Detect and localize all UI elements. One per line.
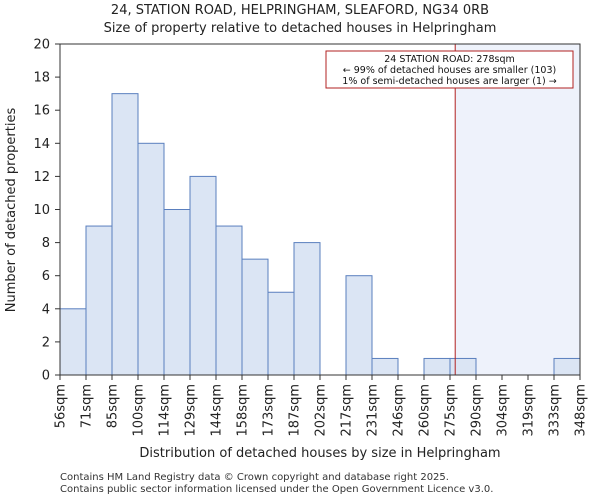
- x-tick-label-333sqm: 333sqm: [548, 384, 563, 437]
- y-tick-label-18: 18: [33, 71, 50, 86]
- x-tick-label-114sqm: 114sqm: [158, 384, 173, 437]
- x-tick-label-85sqm: 85sqm: [106, 384, 121, 428]
- chart-title: 24, STATION ROAD, HELPRINGHAM, SLEAFORD,…: [110, 3, 490, 18]
- annotation-border: [325, 50, 574, 89]
- x-tick-label-158sqm: 158sqm: [236, 384, 251, 437]
- y-tick-label-14: 14: [33, 137, 50, 152]
- annotation-line-3: 1% of semi-detached houses are larger (1…: [342, 76, 556, 87]
- x-tick-label-56sqm: 56sqm: [54, 384, 69, 428]
- x-tick-label-173sqm: 173sqm: [262, 384, 277, 437]
- x-tick-label-260sqm: 260sqm: [418, 384, 433, 437]
- footer-line-1: Contains HM Land Registry data © Crown c…: [60, 472, 449, 483]
- x-tick-label-144sqm: 144sqm: [210, 384, 225, 437]
- x-tick-label-304sqm: 304sqm: [496, 384, 511, 437]
- y-tick-label-4: 4: [42, 302, 50, 317]
- bar-56sqm: [59, 308, 87, 376]
- x-tick-label-217sqm: 217sqm: [340, 384, 355, 437]
- x-tick-label-348sqm: 348sqm: [574, 384, 589, 437]
- x-tick-label-202sqm: 202sqm: [314, 384, 329, 437]
- bar-144sqm: [215, 225, 243, 376]
- bar-85sqm: [111, 93, 139, 376]
- y-tick-label-16: 16: [33, 104, 50, 119]
- y-tick-label-20: 20: [33, 38, 50, 53]
- x-tick-label-231sqm: 231sqm: [366, 384, 381, 437]
- y-axis-label: Number of detached properties: [4, 108, 19, 313]
- y-tick-label-6: 6: [42, 269, 50, 284]
- x-tick-label-319sqm: 319sqm: [522, 384, 537, 437]
- bar-173sqm: [267, 291, 295, 376]
- x-tick-label-129sqm: 129sqm: [184, 384, 199, 437]
- y-tick-label-12: 12: [33, 170, 50, 185]
- x-axis-label: Distribution of detached houses by size …: [139, 446, 500, 461]
- bar-114sqm: [163, 209, 191, 376]
- x-tick-label-100sqm: 100sqm: [132, 384, 147, 437]
- bar-187sqm: [293, 242, 321, 376]
- x-tick-label-275sqm: 275sqm: [444, 384, 459, 437]
- footer-line-2: Contains public sector information licen…: [60, 484, 494, 495]
- marker-shade-region: [455, 44, 580, 375]
- bar-100sqm: [137, 142, 165, 376]
- x-tick-label-187sqm: 187sqm: [288, 384, 303, 437]
- bar-260sqm: [423, 357, 451, 376]
- x-tick-label-71sqm: 71sqm: [80, 384, 95, 428]
- x-tick-label-246sqm: 246sqm: [392, 384, 407, 437]
- bar-71sqm: [85, 225, 113, 376]
- y-tick-label-10: 10: [33, 203, 50, 218]
- y-tick-label-0: 0: [42, 369, 50, 384]
- annotation-line-2: ← 99% of detached houses are smaller (10…: [343, 65, 556, 76]
- bar-333sqm: [553, 357, 581, 376]
- plot-border: [59, 43, 581, 376]
- annotation-line-1: 24 STATION ROAD: 278sqm: [384, 54, 515, 65]
- bar-217sqm: [345, 275, 373, 376]
- annotation-box: 24 STATION ROAD: 278sqm← 99% of detached…: [325, 50, 574, 89]
- bar-231sqm: [371, 357, 399, 376]
- chart-subtitle: Size of property relative to detached ho…: [103, 21, 497, 36]
- y-tick-label-8: 8: [42, 236, 50, 251]
- x-tick-label-290sqm: 290sqm: [470, 384, 485, 437]
- bar-275sqm: [449, 357, 477, 376]
- y-tick-label-2: 2: [42, 335, 50, 350]
- bar-158sqm: [241, 258, 269, 376]
- bar-129sqm: [189, 175, 217, 376]
